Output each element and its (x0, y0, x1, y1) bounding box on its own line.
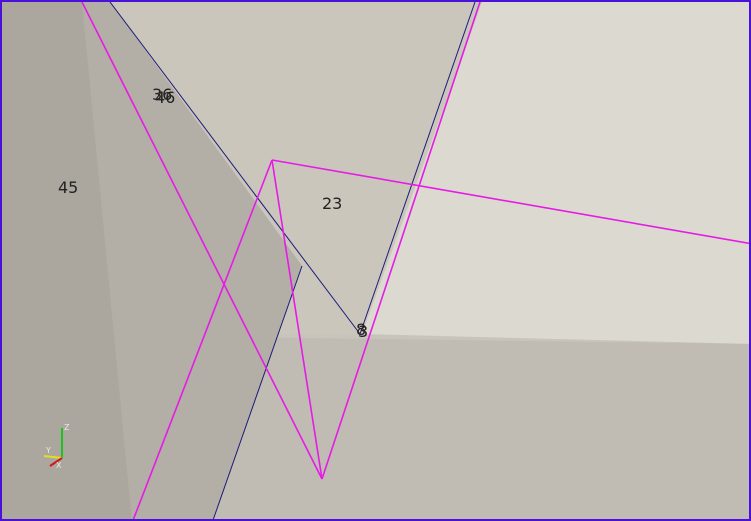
face-left-mid (82, 2, 302, 519)
x-axis-label: X (56, 461, 62, 470)
axis-triad: Z Y X (43, 423, 70, 470)
y-axis-line (43, 455, 63, 459)
y-axis-label: Y (45, 446, 51, 455)
label-8: 8 (356, 320, 367, 339)
highlight-edge (81, 2, 323, 480)
z-axis-label: Z (64, 423, 70, 432)
highlight-edge (132, 159, 273, 519)
mesh-edge (359, 2, 476, 335)
face-right-light (362, 2, 749, 344)
label-36: 36 (152, 85, 173, 104)
x-axis-line (49, 457, 63, 467)
label-46: 46 (155, 88, 176, 107)
mesh-edge (212, 265, 303, 519)
highlight-edge (271, 159, 749, 245)
highlight-edge (321, 2, 481, 480)
label-45: 45 (58, 178, 79, 197)
highlight-edge (271, 159, 323, 480)
label-3: 3 (358, 322, 369, 341)
label-23: 23 (322, 194, 343, 213)
mesh-edge (109, 2, 361, 335)
